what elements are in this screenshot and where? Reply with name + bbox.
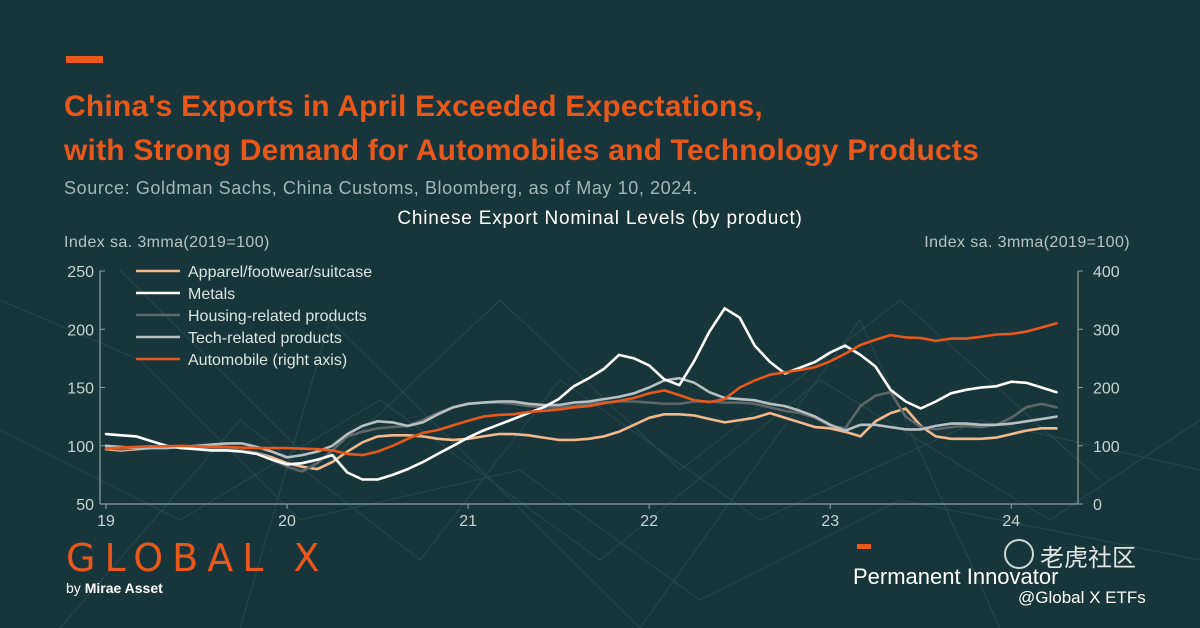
logo-subtitle: by Mirae Asset bbox=[66, 580, 163, 596]
right-axis-label: Index sa. 3mma(2019=100) bbox=[924, 234, 1130, 251]
x-tick-label: 23 bbox=[821, 513, 839, 530]
tagline-accent-bar bbox=[857, 544, 871, 549]
right-tick-label: 200 bbox=[1093, 381, 1120, 398]
x-tick-label: 24 bbox=[1002, 513, 1020, 530]
left-tick-label: 200 bbox=[67, 322, 94, 339]
legend-label: Metals bbox=[188, 286, 235, 303]
left-tick-label: 50 bbox=[76, 497, 94, 514]
series-line-0 bbox=[104, 407, 1058, 471]
page-title-line-2: with Strong Demand for Automobiles and T… bbox=[64, 134, 979, 167]
watermark-community: 老虎社区 bbox=[1040, 544, 1136, 572]
right-tick-label: 100 bbox=[1093, 439, 1120, 456]
source-note: Source: Goldman Sachs, China Customs, Bl… bbox=[64, 178, 699, 198]
left-axis-label: Index sa. 3mma(2019=100) bbox=[64, 234, 270, 251]
logo-subtitle-prefix: by bbox=[66, 580, 81, 596]
global-x-logo: GLOBAL X bbox=[66, 536, 329, 580]
series-line-1 bbox=[104, 306, 1058, 481]
x-tick-label: 21 bbox=[459, 513, 477, 530]
legend-label: Housing-related products bbox=[188, 308, 367, 325]
watermark-tiger-icon bbox=[1004, 539, 1034, 569]
right-tick-label: 400 bbox=[1093, 264, 1120, 281]
x-tick-label: 20 bbox=[278, 513, 296, 530]
series-line-4 bbox=[104, 322, 1058, 457]
right-tick-label: 0 bbox=[1093, 497, 1102, 514]
x-tick-label: 22 bbox=[640, 513, 658, 530]
x-tick-label: 19 bbox=[97, 513, 115, 530]
page-title-line-1: China's Exports in April Exceeded Expect… bbox=[64, 90, 763, 123]
left-tick-label: 100 bbox=[67, 439, 94, 456]
logo-subtitle-name: Mirae Asset bbox=[84, 580, 163, 596]
left-tick-label: 150 bbox=[67, 381, 94, 398]
legend-label: Apparel/footwear/suitcase bbox=[188, 264, 372, 281]
accent-bar bbox=[66, 56, 103, 63]
watermark-handle: @Global X ETFs bbox=[1018, 588, 1146, 607]
legend-label: Tech-related products bbox=[188, 330, 342, 347]
left-tick-label: 250 bbox=[67, 264, 94, 281]
tagline: Permanent Innovator bbox=[853, 564, 1059, 589]
right-tick-label: 300 bbox=[1093, 322, 1120, 339]
legend-label: Automobile (right axis) bbox=[188, 352, 347, 369]
chart-title: Chinese Export Nominal Levels (by produc… bbox=[397, 208, 803, 229]
